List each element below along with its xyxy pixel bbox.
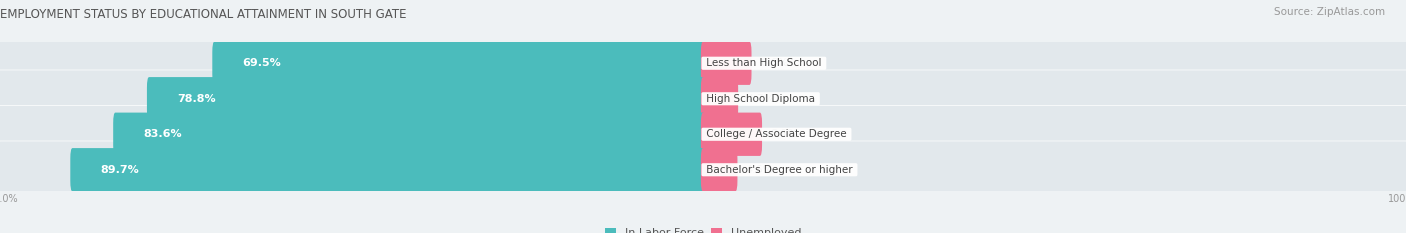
Text: 78.8%: 78.8% bbox=[177, 94, 215, 104]
FancyBboxPatch shape bbox=[0, 70, 1406, 127]
Text: Less than High School: Less than High School bbox=[703, 58, 825, 68]
Text: EMPLOYMENT STATUS BY EDUCATIONAL ATTAINMENT IN SOUTH GATE: EMPLOYMENT STATUS BY EDUCATIONAL ATTAINM… bbox=[0, 8, 406, 21]
FancyBboxPatch shape bbox=[0, 106, 1406, 163]
Text: Bachelor's Degree or higher: Bachelor's Degree or higher bbox=[703, 165, 856, 175]
Text: 83.6%: 83.6% bbox=[143, 129, 181, 139]
FancyBboxPatch shape bbox=[700, 41, 751, 85]
FancyBboxPatch shape bbox=[700, 148, 738, 192]
FancyBboxPatch shape bbox=[700, 113, 762, 156]
Text: College / Associate Degree: College / Associate Degree bbox=[703, 129, 849, 139]
Text: High School Diploma: High School Diploma bbox=[703, 94, 818, 104]
FancyBboxPatch shape bbox=[212, 41, 704, 85]
Text: 89.7%: 89.7% bbox=[101, 165, 139, 175]
FancyBboxPatch shape bbox=[0, 141, 1406, 199]
Text: 8.1%: 8.1% bbox=[770, 129, 799, 139]
FancyBboxPatch shape bbox=[148, 77, 704, 120]
FancyBboxPatch shape bbox=[700, 77, 738, 120]
Text: Source: ZipAtlas.com: Source: ZipAtlas.com bbox=[1274, 7, 1385, 17]
Legend: In Labor Force, Unemployed: In Labor Force, Unemployed bbox=[605, 228, 801, 233]
FancyBboxPatch shape bbox=[112, 113, 704, 156]
Text: 4.6%: 4.6% bbox=[747, 165, 775, 175]
FancyBboxPatch shape bbox=[0, 34, 1406, 92]
Text: 69.5%: 69.5% bbox=[242, 58, 281, 68]
FancyBboxPatch shape bbox=[70, 148, 704, 192]
Text: 4.7%: 4.7% bbox=[747, 94, 775, 104]
Text: 6.6%: 6.6% bbox=[759, 58, 789, 68]
